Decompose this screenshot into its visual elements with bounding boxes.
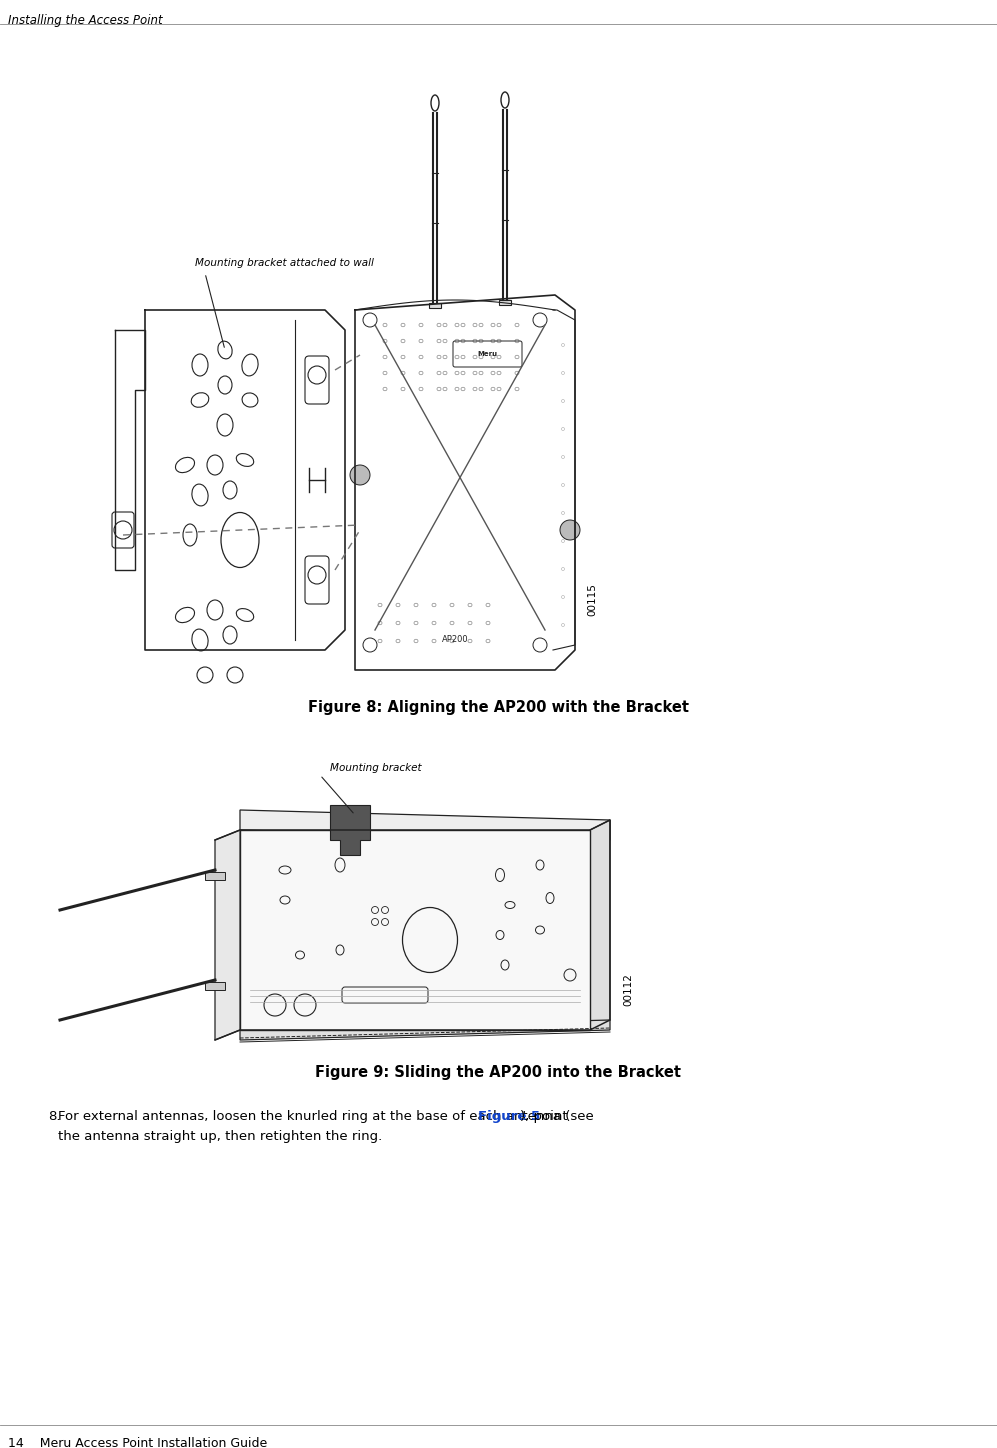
Circle shape xyxy=(350,465,370,485)
Polygon shape xyxy=(240,830,590,1030)
Text: 00115: 00115 xyxy=(587,584,597,617)
Polygon shape xyxy=(240,809,610,840)
Text: 14    Meru Access Point Installation Guide: 14 Meru Access Point Installation Guide xyxy=(8,1436,267,1448)
Text: Figure 5: Figure 5 xyxy=(478,1111,540,1124)
Text: 8.: 8. xyxy=(48,1111,61,1124)
Text: Mounting bracket: Mounting bracket xyxy=(330,763,422,773)
Polygon shape xyxy=(215,830,240,1040)
Bar xyxy=(205,872,225,880)
Text: 00112: 00112 xyxy=(623,973,633,1006)
Text: For external antennas, loosen the knurled ring at the base of each antenna (see: For external antennas, loosen the knurle… xyxy=(58,1111,598,1124)
Text: Figure 8: Aligning the AP200 with the Bracket: Figure 8: Aligning the AP200 with the Br… xyxy=(307,699,689,715)
Text: Installing the Access Point: Installing the Access Point xyxy=(8,14,163,28)
Text: ), point: ), point xyxy=(520,1111,567,1124)
Text: AP200: AP200 xyxy=(442,636,469,644)
Text: Meru: Meru xyxy=(477,350,498,358)
Bar xyxy=(499,300,511,306)
Bar xyxy=(429,303,441,308)
Bar xyxy=(205,982,225,990)
Text: Figure 9: Sliding the AP200 into the Bracket: Figure 9: Sliding the AP200 into the Bra… xyxy=(315,1064,681,1080)
Circle shape xyxy=(560,520,580,540)
Polygon shape xyxy=(330,805,370,854)
Polygon shape xyxy=(240,1019,610,1040)
Text: the antenna straight up, then retighten the ring.: the antenna straight up, then retighten … xyxy=(58,1129,382,1142)
Text: Mounting bracket attached to wall: Mounting bracket attached to wall xyxy=(195,258,374,268)
Polygon shape xyxy=(590,820,610,1030)
